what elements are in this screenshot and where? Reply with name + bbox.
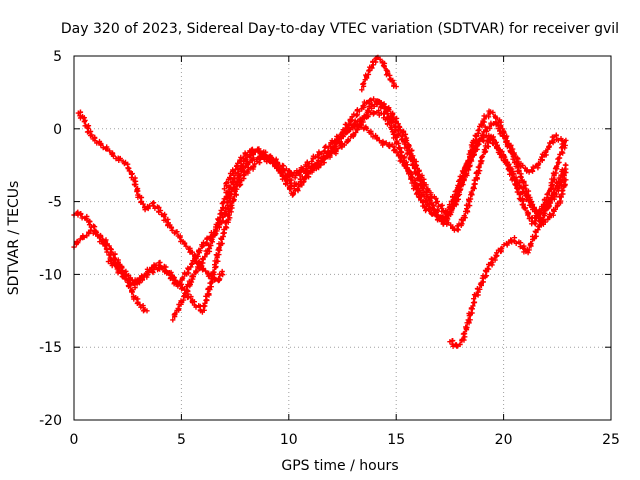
plot-frame [73, 55, 612, 421]
series-track-6 [221, 96, 569, 233]
series-track-8 [447, 162, 569, 349]
y-axis: -20 -15 -10 -5 0 5 [39, 49, 611, 429]
series-markers [221, 96, 569, 233]
series-track-7 [359, 54, 399, 93]
data-series [71, 54, 569, 349]
y-tick-label: -10 [39, 267, 62, 283]
y-tick-label: 5 [53, 49, 62, 65]
y-tick-label: -20 [39, 413, 62, 429]
x-axis-title: GPS time / hours [281, 458, 398, 474]
chart-title: Day 320 of 2023, Sidereal Day-to-day VTE… [61, 21, 619, 37]
y-tick-label: 0 [53, 122, 62, 138]
x-tick-label: 15 [387, 432, 405, 448]
y-tick-label: -15 [39, 340, 62, 356]
x-tick-label: 10 [280, 432, 298, 448]
x-tick-label: 5 [177, 432, 186, 448]
series-markers [75, 109, 226, 284]
y-tick-label: -5 [48, 195, 62, 211]
x-tick-label: 0 [70, 432, 79, 448]
x-tick-label: 20 [495, 432, 513, 448]
series-markers [447, 162, 569, 349]
x-axis: 0 5 10 15 20 25 [70, 56, 620, 448]
y-axis-title: SDTVAR / TECUs [6, 181, 22, 296]
x-tick-label: 25 [602, 432, 620, 448]
series-markers [359, 54, 399, 93]
